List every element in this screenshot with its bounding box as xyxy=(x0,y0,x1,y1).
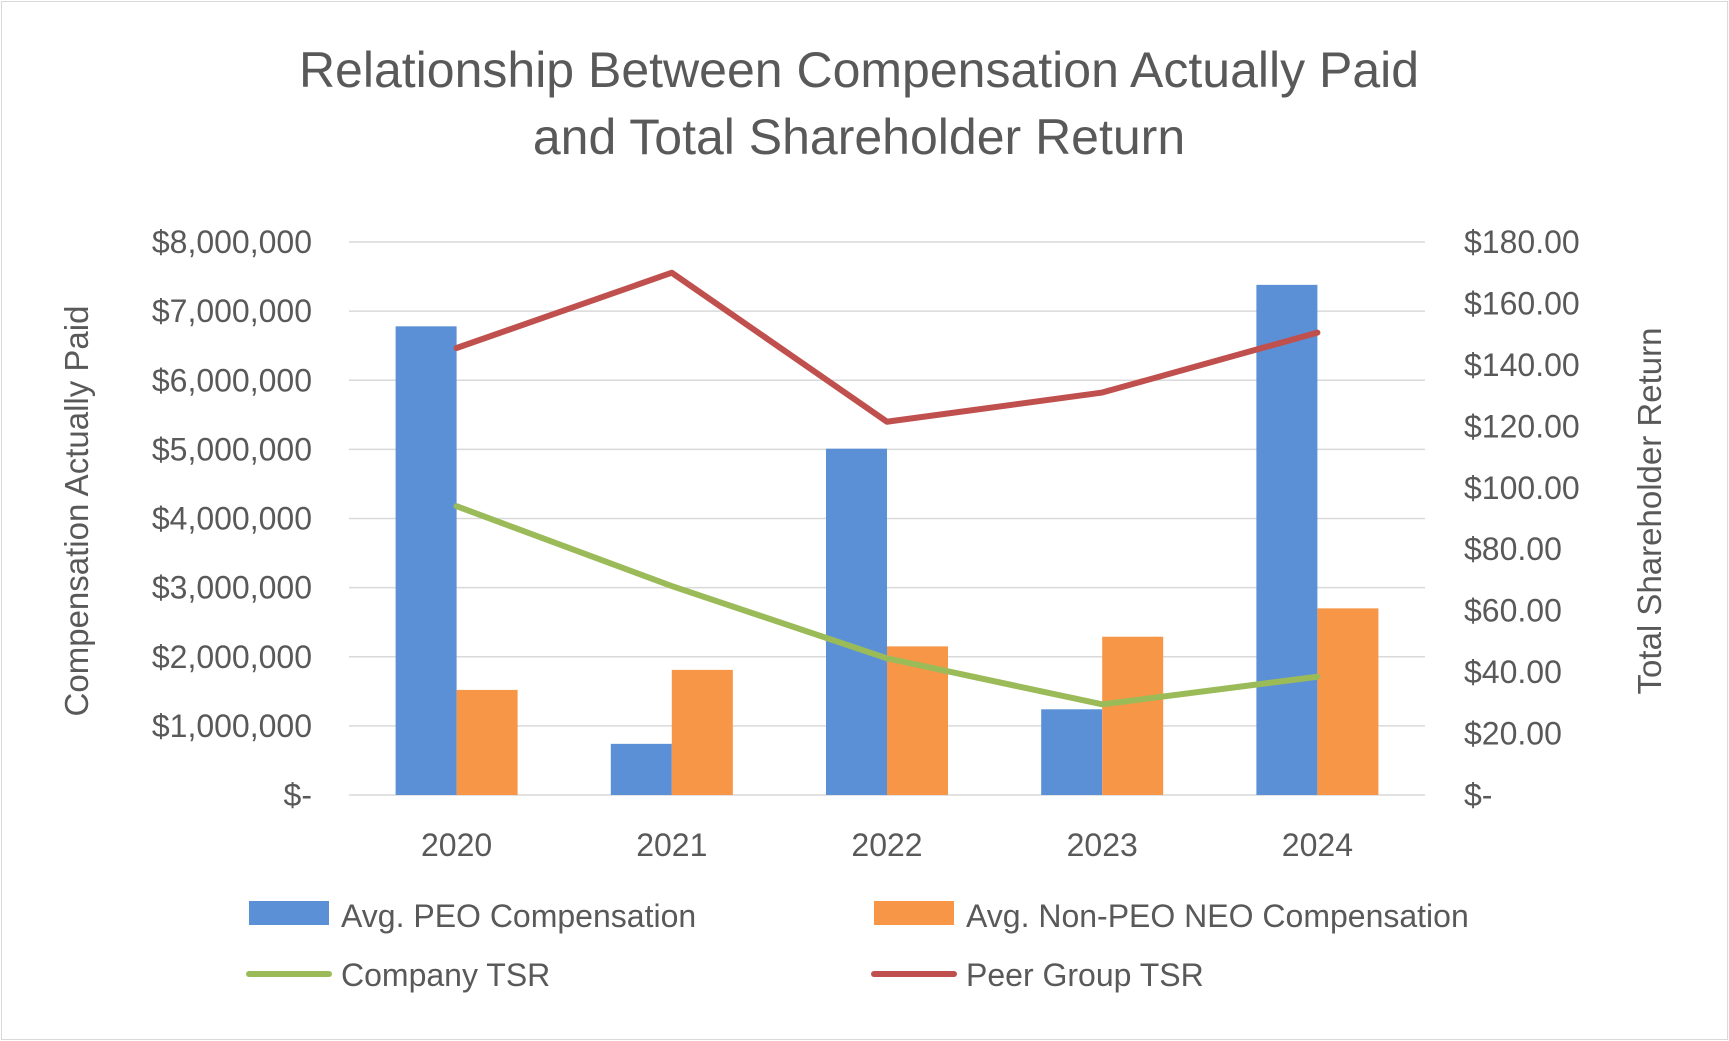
right-tick-label: $160.00 xyxy=(1464,285,1580,321)
right-tick-label: $- xyxy=(1464,777,1492,813)
line-series-0 xyxy=(453,503,1321,708)
bar-0-2023 xyxy=(1041,709,1103,795)
legend-label: Avg. PEO Compensation xyxy=(341,898,696,934)
bar-0-2021 xyxy=(610,743,672,795)
chart-title-line-2: and Total Shareholder Return xyxy=(533,109,1185,165)
left-tick-label: $8,000,000 xyxy=(152,224,312,260)
right-axis-ticks: $- $20.00 $40.00 $60.00 $80.00 $100.00 $120.00… xyxy=(1464,224,1580,813)
bar-1-2024 xyxy=(1317,608,1379,795)
left-tick-label: $2,000,000 xyxy=(152,639,312,675)
bar-1-2020 xyxy=(456,689,518,795)
right-tick-label: $140.00 xyxy=(1464,347,1580,383)
x-tick-label: 2022 xyxy=(851,827,922,863)
x-tick-label: 2023 xyxy=(1067,827,1138,863)
left-tick-label: $1,000,000 xyxy=(152,708,312,744)
right-tick-label: $120.00 xyxy=(1464,408,1580,444)
line-series xyxy=(453,269,1321,708)
legend-label: Peer Group TSR xyxy=(966,957,1204,993)
legend: Avg. PEO Compensation Avg. Non-PEO NEO Co… xyxy=(246,898,1469,993)
right-axis-title: Total Shareholder Return xyxy=(1631,328,1668,695)
bar-series xyxy=(395,284,1379,795)
bar-0-2022 xyxy=(826,448,887,795)
bar-1-2021 xyxy=(671,669,733,795)
legend-label: Company TSR xyxy=(341,957,550,993)
x-tick-label: 2020 xyxy=(421,827,492,863)
bar-1-2023 xyxy=(1102,636,1164,795)
line-series-1 xyxy=(453,269,1321,425)
left-tick-label: $3,000,000 xyxy=(152,570,312,606)
right-tick-label: $180.00 xyxy=(1464,224,1580,260)
legend-label: Avg. Non-PEO NEO Compensation xyxy=(966,898,1469,934)
bar-0-2024 xyxy=(1256,284,1318,795)
left-axis-ticks: $- $1,000,000 $2,000,000 $3,000,000 $4,000,0… xyxy=(152,224,312,813)
x-axis-ticks: 2020 2021 2022 2023 2024 xyxy=(421,827,1353,863)
chart-title-line-1: Relationship Between Compensation Actual… xyxy=(299,42,1419,98)
left-tick-label: $6,000,000 xyxy=(152,362,312,398)
bar-0-2020 xyxy=(395,326,457,795)
left-tick-label: $4,000,000 xyxy=(152,501,312,537)
right-tick-label: $60.00 xyxy=(1464,593,1562,629)
left-tick-label: $- xyxy=(284,777,312,813)
left-tick-label: $5,000,000 xyxy=(152,431,312,467)
legend-swatch xyxy=(249,901,329,925)
left-tick-label: $7,000,000 xyxy=(152,293,312,329)
right-tick-label: $40.00 xyxy=(1464,654,1562,690)
right-tick-label: $80.00 xyxy=(1464,531,1562,567)
x-tick-label: 2024 xyxy=(1282,827,1353,863)
x-tick-label: 2021 xyxy=(636,827,707,863)
left-axis-title: Compensation Actually Paid xyxy=(58,306,95,717)
legend-swatch xyxy=(874,901,954,925)
right-tick-label: $100.00 xyxy=(1464,470,1580,506)
right-tick-label: $20.00 xyxy=(1464,716,1562,752)
